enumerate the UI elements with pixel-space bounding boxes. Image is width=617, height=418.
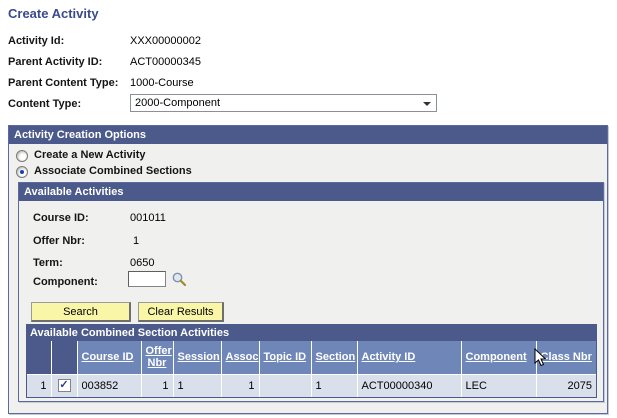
parent-activity-id-value: ACT00000345	[130, 56, 201, 68]
col-session-link[interactable]: Session	[177, 351, 220, 364]
col-course-id: Course ID	[76, 341, 141, 374]
available-activities-header: Available Activities	[19, 183, 603, 201]
col-offer-nbr: Offer Nbr	[140, 341, 173, 374]
component-label: Component:	[33, 276, 98, 288]
col-activity-id-link[interactable]: Activity ID	[361, 351, 416, 364]
header-rownum-blank	[27, 341, 51, 374]
field-component: Component:	[33, 274, 123, 290]
grid-header-row: Course ID Offer Nbr Session Assoc Topic …	[27, 341, 596, 374]
header-select-blank	[50, 341, 77, 374]
field-activity-id: Activity Id: XXX00000002	[8, 33, 468, 49]
cell-assoc: 1	[220, 373, 259, 397]
offer-nbr-label: Offer Nbr:	[33, 235, 85, 247]
col-session: Session	[172, 341, 221, 374]
col-class-nbr-link[interactable]: Class Nbr	[540, 351, 592, 364]
col-activity-id: Activity ID	[356, 341, 461, 374]
field-content-type: Content Type:	[8, 96, 128, 112]
row-number: 1	[27, 373, 51, 397]
radio-button-icon	[16, 165, 28, 178]
field-parent-content-type: Parent Content Type: 1000-Course	[8, 75, 468, 91]
col-topic-id: Topic ID	[258, 341, 311, 374]
col-component-link[interactable]: Component	[465, 351, 527, 364]
parent-content-type-value: 1000-Course	[130, 77, 194, 89]
col-topic-id-link[interactable]: Topic ID	[263, 351, 307, 364]
col-section: Section	[310, 341, 357, 374]
col-assoc-link[interactable]: Assoc	[225, 351, 259, 364]
parent-activity-id-label: Parent Activity ID:	[8, 56, 103, 68]
table-row: 1 003852 1 1 1 1 ACT00000340 LEC 2075	[27, 373, 596, 397]
field-course-id: Course ID: 001011	[33, 210, 333, 226]
clear-results-button[interactable]: Clear Results	[138, 302, 224, 322]
col-offer-nbr-link[interactable]: Offer Nbr	[145, 345, 172, 370]
radio-associate-combined-sections[interactable]: Associate Combined Sections	[16, 165, 192, 179]
search-button[interactable]: Search	[31, 302, 131, 322]
course-id-value: 001011	[130, 212, 166, 224]
results-grid: Available Combined Section Activities Co…	[26, 324, 597, 398]
component-input[interactable]	[128, 271, 166, 287]
field-parent-activity-id: Parent Activity ID: ACT00000345	[8, 54, 468, 70]
lookup-magnifier-icon[interactable]	[171, 271, 187, 287]
cell-class-nbr: 2075	[535, 373, 596, 397]
offer-nbr-value: 1	[133, 235, 140, 247]
radio-create-new-label: Create a New Activity	[34, 149, 146, 161]
col-course-id-link[interactable]: Course ID	[81, 351, 134, 364]
field-term: Term: 0650	[33, 255, 333, 271]
cell-section: 1	[310, 373, 357, 397]
radio-button-icon	[16, 149, 28, 162]
activity-creation-options-header: Activity Creation Options	[9, 126, 607, 144]
content-type-label: Content Type:	[8, 98, 82, 110]
activity-id-value: XXX00000002	[130, 35, 201, 47]
cell-course-id: 003852	[76, 373, 141, 397]
cell-topic-id	[258, 373, 311, 397]
col-section-link[interactable]: Section	[315, 351, 356, 364]
term-label: Term:	[33, 257, 63, 269]
content-type-selected-value: 2000-Component	[135, 97, 221, 109]
radio-associate-label: Associate Combined Sections	[34, 165, 192, 177]
chevron-down-icon	[423, 102, 431, 106]
col-component: Component	[460, 341, 536, 374]
radio-create-new-activity[interactable]: Create a New Activity	[16, 149, 145, 163]
row-select-cell	[50, 373, 77, 397]
row-checkbox[interactable]	[57, 379, 71, 393]
col-class-nbr: Class Nbr	[535, 341, 596, 374]
grid-table: Course ID Offer Nbr Session Assoc Topic …	[27, 341, 596, 397]
cell-activity-id: ACT00000340	[356, 373, 461, 397]
term-value: 0650	[130, 257, 155, 269]
cell-offer-nbr: 1	[140, 373, 173, 397]
course-id-label: Course ID:	[33, 212, 89, 224]
cell-session: 1	[172, 373, 221, 397]
activity-id-label: Activity Id:	[8, 35, 65, 47]
col-assoc: Assoc	[220, 341, 259, 374]
content-type-select[interactable]: 2000-Component	[130, 94, 437, 112]
page-title: Create Activity	[8, 6, 99, 21]
grid-title: Available Combined Section Activities	[27, 325, 596, 341]
parent-content-type-label: Parent Content Type:	[8, 77, 119, 89]
field-offer-nbr: Offer Nbr: 1	[33, 233, 333, 249]
cell-component: LEC	[460, 373, 536, 397]
